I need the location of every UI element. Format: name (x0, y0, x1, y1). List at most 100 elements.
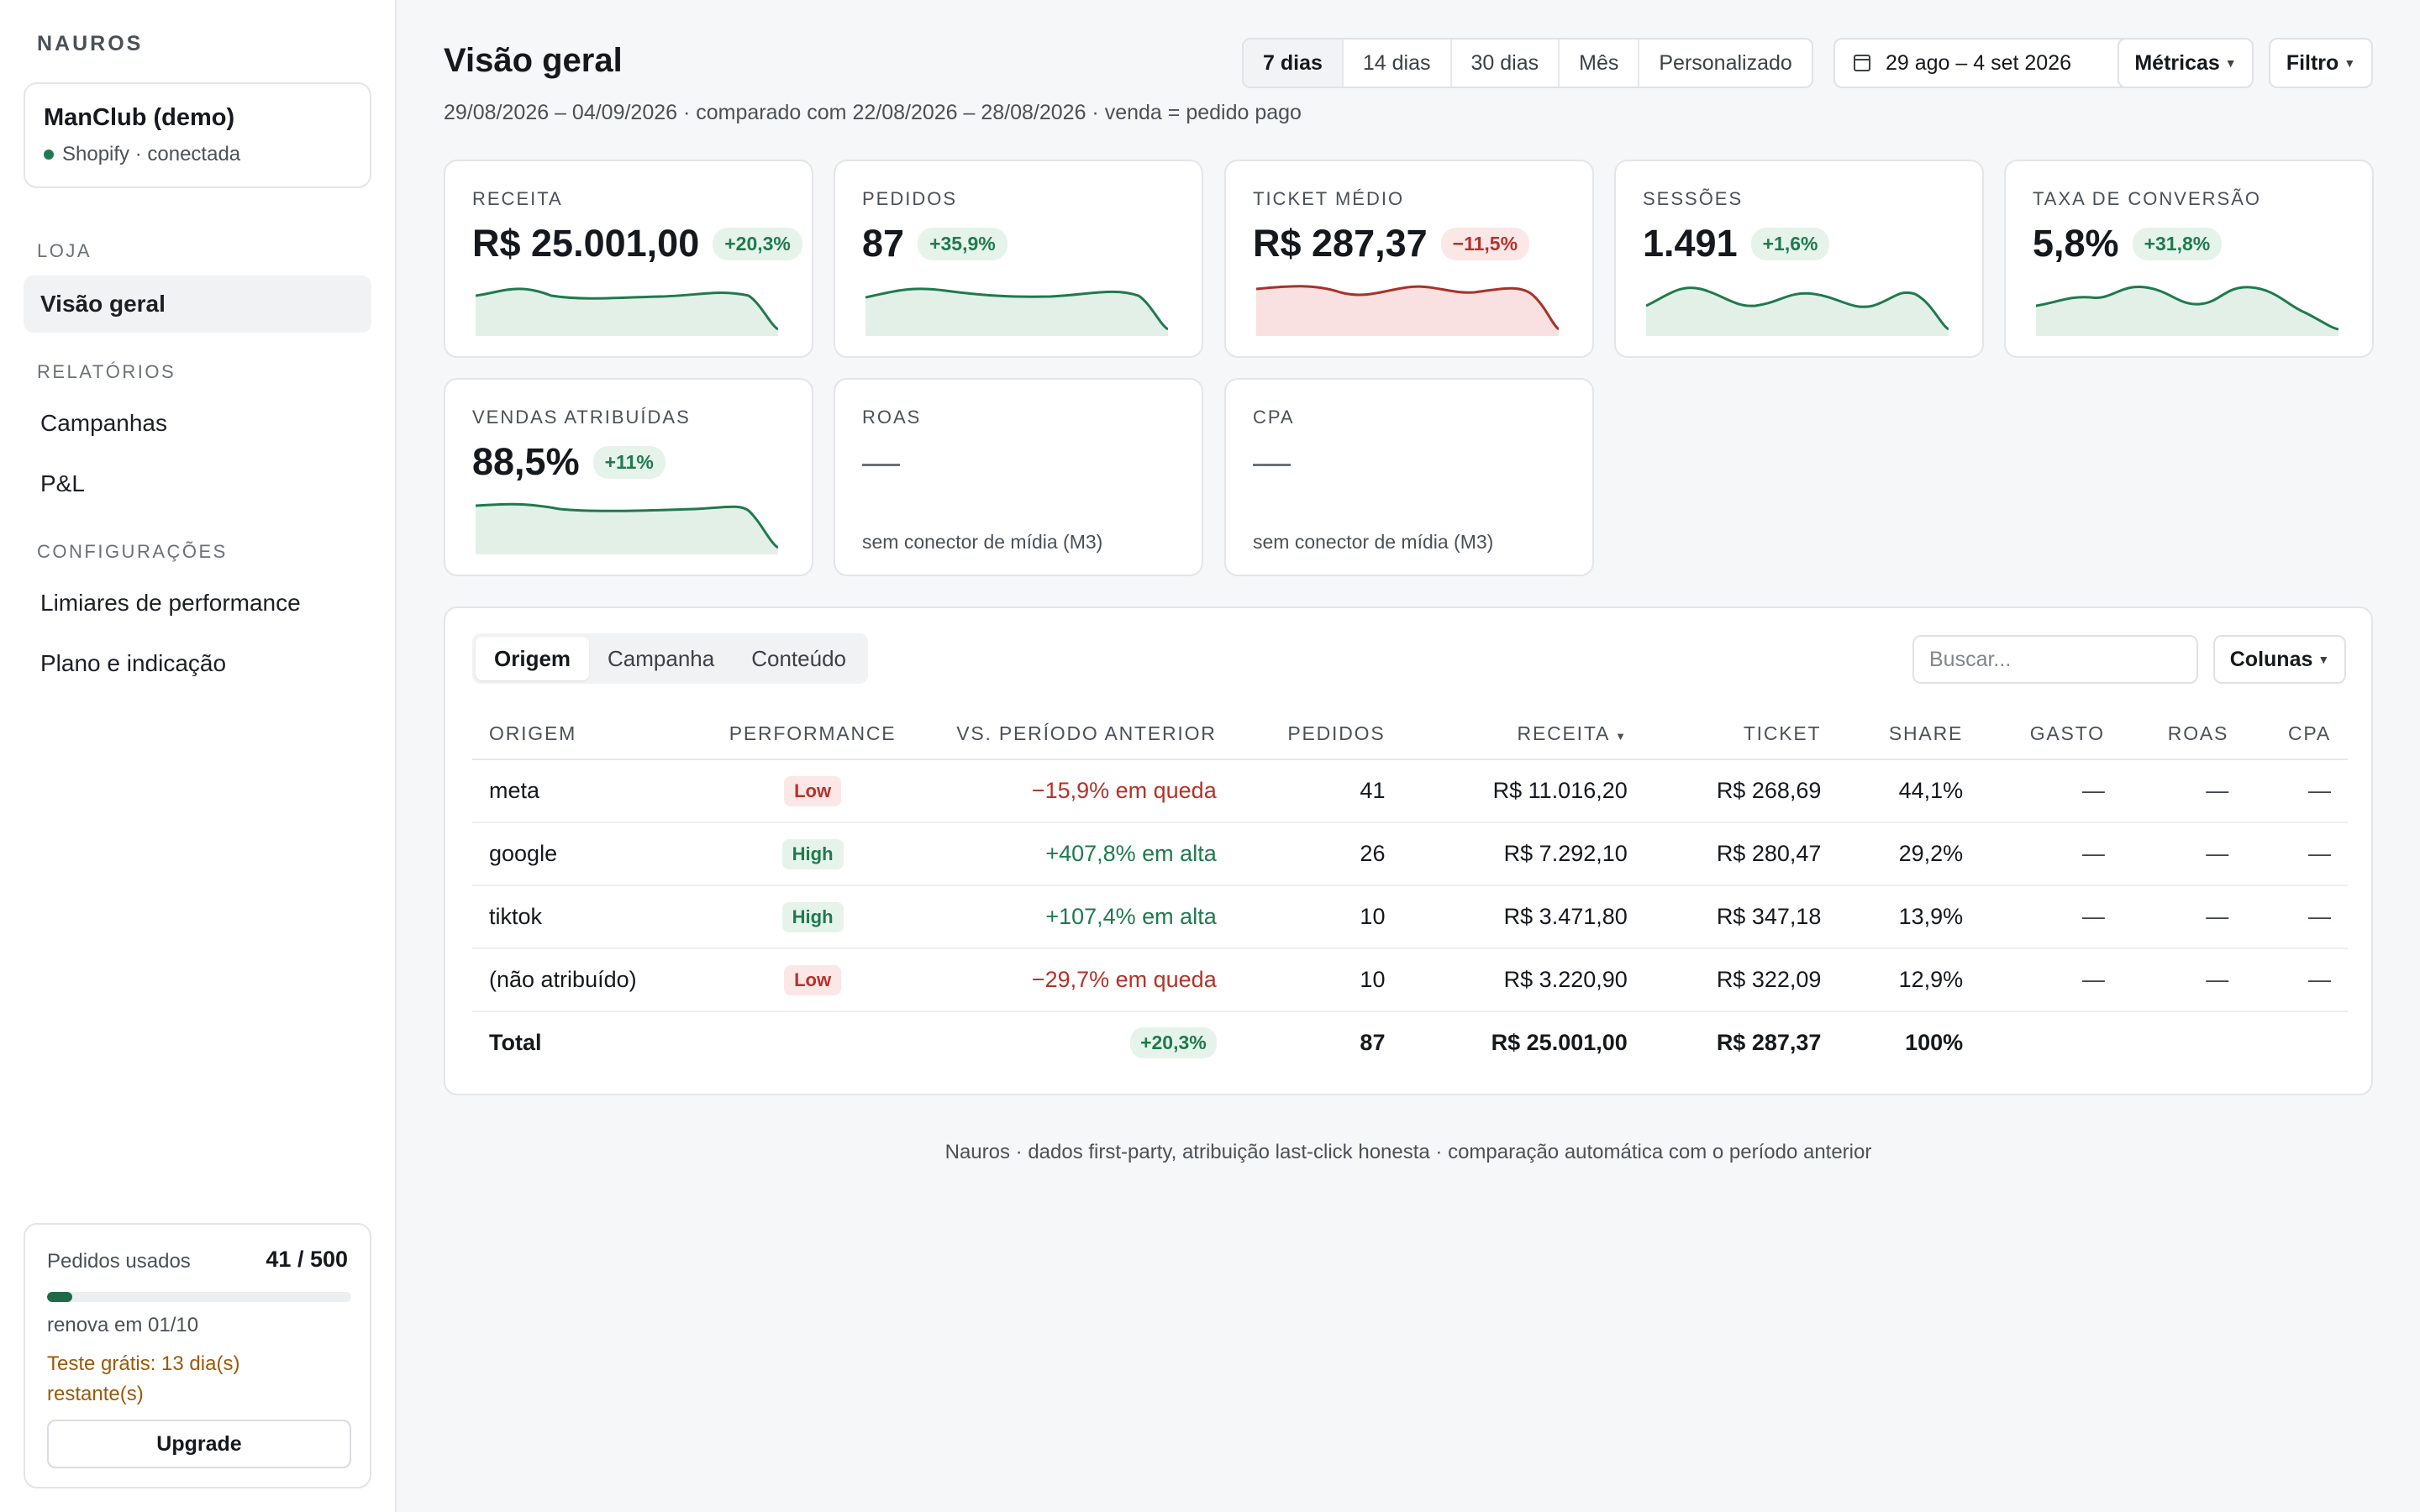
cell-share: 12,9% (1838, 948, 1981, 1012)
sparkline-line (865, 287, 1168, 331)
sparkline (476, 287, 778, 336)
cell-orders: 26 (1233, 822, 1402, 886)
kpi-delta-badge: +35,9% (918, 227, 1007, 260)
store-status-text: Shopify · conectada (62, 143, 241, 165)
sparkline-line (476, 287, 778, 331)
upgrade-button[interactable]: Upgrade (47, 1420, 351, 1468)
chevron-down-icon: ▼ (2224, 56, 2237, 70)
cell-performance (706, 1011, 920, 1074)
usage-renew-date: renova em 01/10 (47, 1314, 199, 1336)
cell-roas: — (2121, 948, 2246, 1012)
store-switcher[interactable]: ManClub (demo) Shopify · conectada (24, 82, 371, 188)
metrics-button-label: Métricas (2134, 50, 2220, 75)
table-row[interactable]: (não atribuído) Low −29,7% em queda 10 R… (472, 948, 2348, 1012)
table-header-row: ORIGEM PERFORMANCE VS. PERÍODO ANTERIOR … (472, 709, 2348, 760)
kpi-delta-badge: +1,6% (1750, 227, 1830, 260)
brand-logo: NAUROS (37, 32, 144, 55)
table-row[interactable]: google High +407,8% em alta 26 R$ 7.292,… (472, 822, 2348, 886)
sparkline-line (1646, 286, 1949, 331)
range-custom[interactable]: Personalizado (1639, 39, 1812, 87)
cell-revenue: R$ 25.001,00 (1491, 1030, 1628, 1055)
nav-section-config: CONFIGURAÇÕES (37, 541, 228, 562)
performance-badge: Low (784, 964, 842, 995)
col-header-cpa[interactable]: CPA (2245, 709, 2348, 760)
kpi-value: 87 (862, 222, 905, 265)
sparkline (476, 502, 778, 554)
metrics-button[interactable]: Métricas ▼ (2118, 38, 2254, 88)
table-row[interactable]: tiktok High +107,4% em alta 10 R$ 3.471,… (472, 885, 2348, 949)
trial-notice: Teste grátis: 13 dia(s) restante(s) (47, 1352, 240, 1405)
kpi-value: R$ 25.001,00 (472, 222, 700, 265)
cell-revenue: R$ 3.220,90 (1402, 948, 1644, 1012)
kpi-label: TICKET MÉDIO (1253, 188, 1405, 209)
filter-button[interactable]: Filtro ▼ (2269, 38, 2373, 88)
sidebar-item-thresholds[interactable]: Limiares de performance (40, 590, 301, 616)
cell-performance: High (705, 885, 920, 949)
cell-roas: — (2121, 885, 2246, 949)
sidebar-item-overview[interactable]: Visão geral (24, 276, 371, 333)
performance-badge: High (781, 901, 844, 932)
columns-button[interactable]: Colunas ▼ (2213, 635, 2346, 684)
kpi-value: 1.491 (1643, 222, 1738, 265)
range-7-days[interactable]: 7 dias (1244, 39, 1344, 87)
sidebar-item-pl[interactable]: P&L (40, 470, 85, 496)
store-status: Shopify · conectada (44, 143, 240, 166)
kpi-delta-badge: +20,3% (713, 227, 802, 260)
cell-cpa: — (2245, 948, 2348, 1012)
range-30-days[interactable]: 30 dias (1451, 39, 1560, 87)
kpi-card-attributed-sales: VENDAS ATRIBUÍDAS 88,5% +11% (444, 378, 813, 576)
tab-content[interactable]: Conteúdo (751, 646, 846, 671)
range-month[interactable]: Mês (1560, 39, 1640, 87)
tab-campaign[interactable]: Campanha (608, 646, 715, 671)
cell-roas (2122, 1011, 2245, 1074)
cell-cpa: — (2245, 885, 2348, 949)
col-header-origin[interactable]: ORIGEM (472, 709, 706, 760)
col-header-spend[interactable]: GASTO (1980, 709, 2122, 760)
cell-roas: — (2121, 822, 2246, 886)
col-header-share[interactable]: SHARE (1838, 709, 1981, 760)
sparkline (1646, 286, 1949, 336)
col-header-roas[interactable]: ROAS (2121, 709, 2246, 760)
sidebar-item-campaigns[interactable]: Campanhas (40, 410, 167, 436)
kpi-card-sessions: SESSÕES 1.491 +1,6% (1614, 160, 1984, 358)
cell-total-label: Total (489, 1030, 542, 1055)
cell-ticket: R$ 280,47 (1644, 822, 1839, 886)
cell-orders: 10 (1233, 885, 1402, 949)
date-range-label: 29 ago – 4 set 2026 (1886, 50, 2072, 75)
kpi-card-roas: ROAS — sem conector de mídia (M3) (834, 378, 1203, 576)
col-header-revenue-label: RECEITA (1517, 722, 1611, 744)
cell-share: 13,9% (1838, 885, 1981, 949)
kpi-label: TAXA DE CONVERSÃO (2033, 188, 2261, 209)
col-header-orders[interactable]: PEDIDOS (1233, 709, 1402, 760)
cell-performance: Low (705, 759, 920, 823)
breakdown-panel: Origem Campanha Conteúdo Colunas ▼ ORIGE… (444, 606, 2373, 1095)
cell-ticket: R$ 268,69 (1644, 759, 1839, 823)
total-delta-badge: +20,3% (1130, 1027, 1217, 1058)
tab-origin[interactable]: Origem (476, 637, 590, 680)
col-header-performance[interactable]: PERFORMANCE (705, 709, 920, 760)
cell-revenue: R$ 7.292,10 (1402, 822, 1644, 886)
kpi-value: R$ 287,37 (1253, 222, 1428, 265)
kpi-note: sem conector de mídia (M3) (862, 531, 1103, 553)
cell-revenue: R$ 3.471,80 (1402, 885, 1644, 949)
cell-ticket: R$ 322,09 (1644, 948, 1839, 1012)
table-row[interactable]: meta Low −15,9% em queda 41 R$ 11.016,20… (472, 759, 2348, 823)
date-range-picker[interactable]: 29 ago – 4 set 2026 (1833, 38, 2133, 88)
sidebar-item-plan[interactable]: Plano e indicação (40, 650, 227, 676)
cell-ticket: R$ 347,18 (1644, 885, 1839, 949)
kpi-card-cpa: CPA — sem conector de mídia (M3) (1224, 378, 1594, 576)
range-14-days[interactable]: 14 dias (1343, 39, 1452, 87)
search-input[interactable] (1912, 635, 2198, 684)
kpi-delta-badge: +11% (592, 445, 666, 479)
usage-card: Pedidos usados 41 / 500 renova em 01/10 … (24, 1223, 371, 1488)
col-header-revenue[interactable]: RECEITA ▼ (1402, 709, 1644, 760)
col-header-ticket[interactable]: TICKET (1644, 709, 1839, 760)
cell-orders: 10 (1233, 948, 1402, 1012)
cell-performance: High (705, 822, 920, 886)
usage-count: 41 / 500 (266, 1247, 348, 1272)
cell-origin: tiktok (472, 885, 706, 949)
usage-label: Pedidos usados (47, 1250, 191, 1273)
cell-share: 100% (1905, 1030, 1964, 1055)
col-header-vs-prev[interactable]: VS. PERÍODO ANTERIOR (919, 709, 1234, 760)
kpi-label: PEDIDOS (862, 188, 958, 209)
